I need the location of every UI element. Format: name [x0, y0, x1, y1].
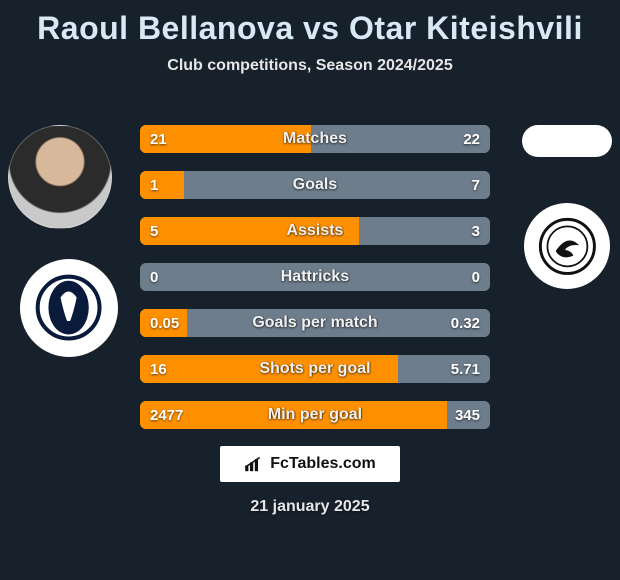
subtitle: Club competitions, Season 2024/2025	[0, 57, 620, 75]
club-right-logo	[524, 203, 610, 289]
left-column	[8, 125, 118, 357]
player-left-avatar	[8, 125, 112, 229]
footer-date: 21 january 2025	[0, 498, 620, 516]
branding-badge: FcTables.com	[220, 446, 400, 482]
stat-label: Min per goal	[140, 401, 490, 429]
stat-row: 17Goals	[140, 171, 490, 199]
page-title: Raoul Bellanova vs Otar Kiteishvili	[0, 0, 620, 47]
stat-label: Shots per goal	[140, 355, 490, 383]
branding-text: FcTables.com	[270, 455, 376, 473]
sturm-graz-icon	[538, 217, 597, 276]
club-left-logo	[20, 259, 118, 357]
stats-bars: 2122Matches 17Goals 53Assists 00Hattricks 0.…	[140, 125, 490, 447]
stat-row: 2477345Min per goal	[140, 401, 490, 429]
stat-label: Goals per match	[140, 309, 490, 337]
atalanta-icon	[35, 274, 102, 341]
stat-label: Matches	[140, 125, 490, 153]
stat-row: 165.71Shots per goal	[140, 355, 490, 383]
stat-row: 2122Matches	[140, 125, 490, 153]
stat-label: Hattricks	[140, 263, 490, 291]
player-right-avatar	[522, 125, 612, 157]
stat-row: 00Hattricks	[140, 263, 490, 291]
stat-label: Goals	[140, 171, 490, 199]
stat-row: 0.050.32Goals per match	[140, 309, 490, 337]
chart-icon	[244, 456, 264, 472]
stat-label: Assists	[140, 217, 490, 245]
right-column	[524, 125, 612, 289]
stat-row: 53Assists	[140, 217, 490, 245]
